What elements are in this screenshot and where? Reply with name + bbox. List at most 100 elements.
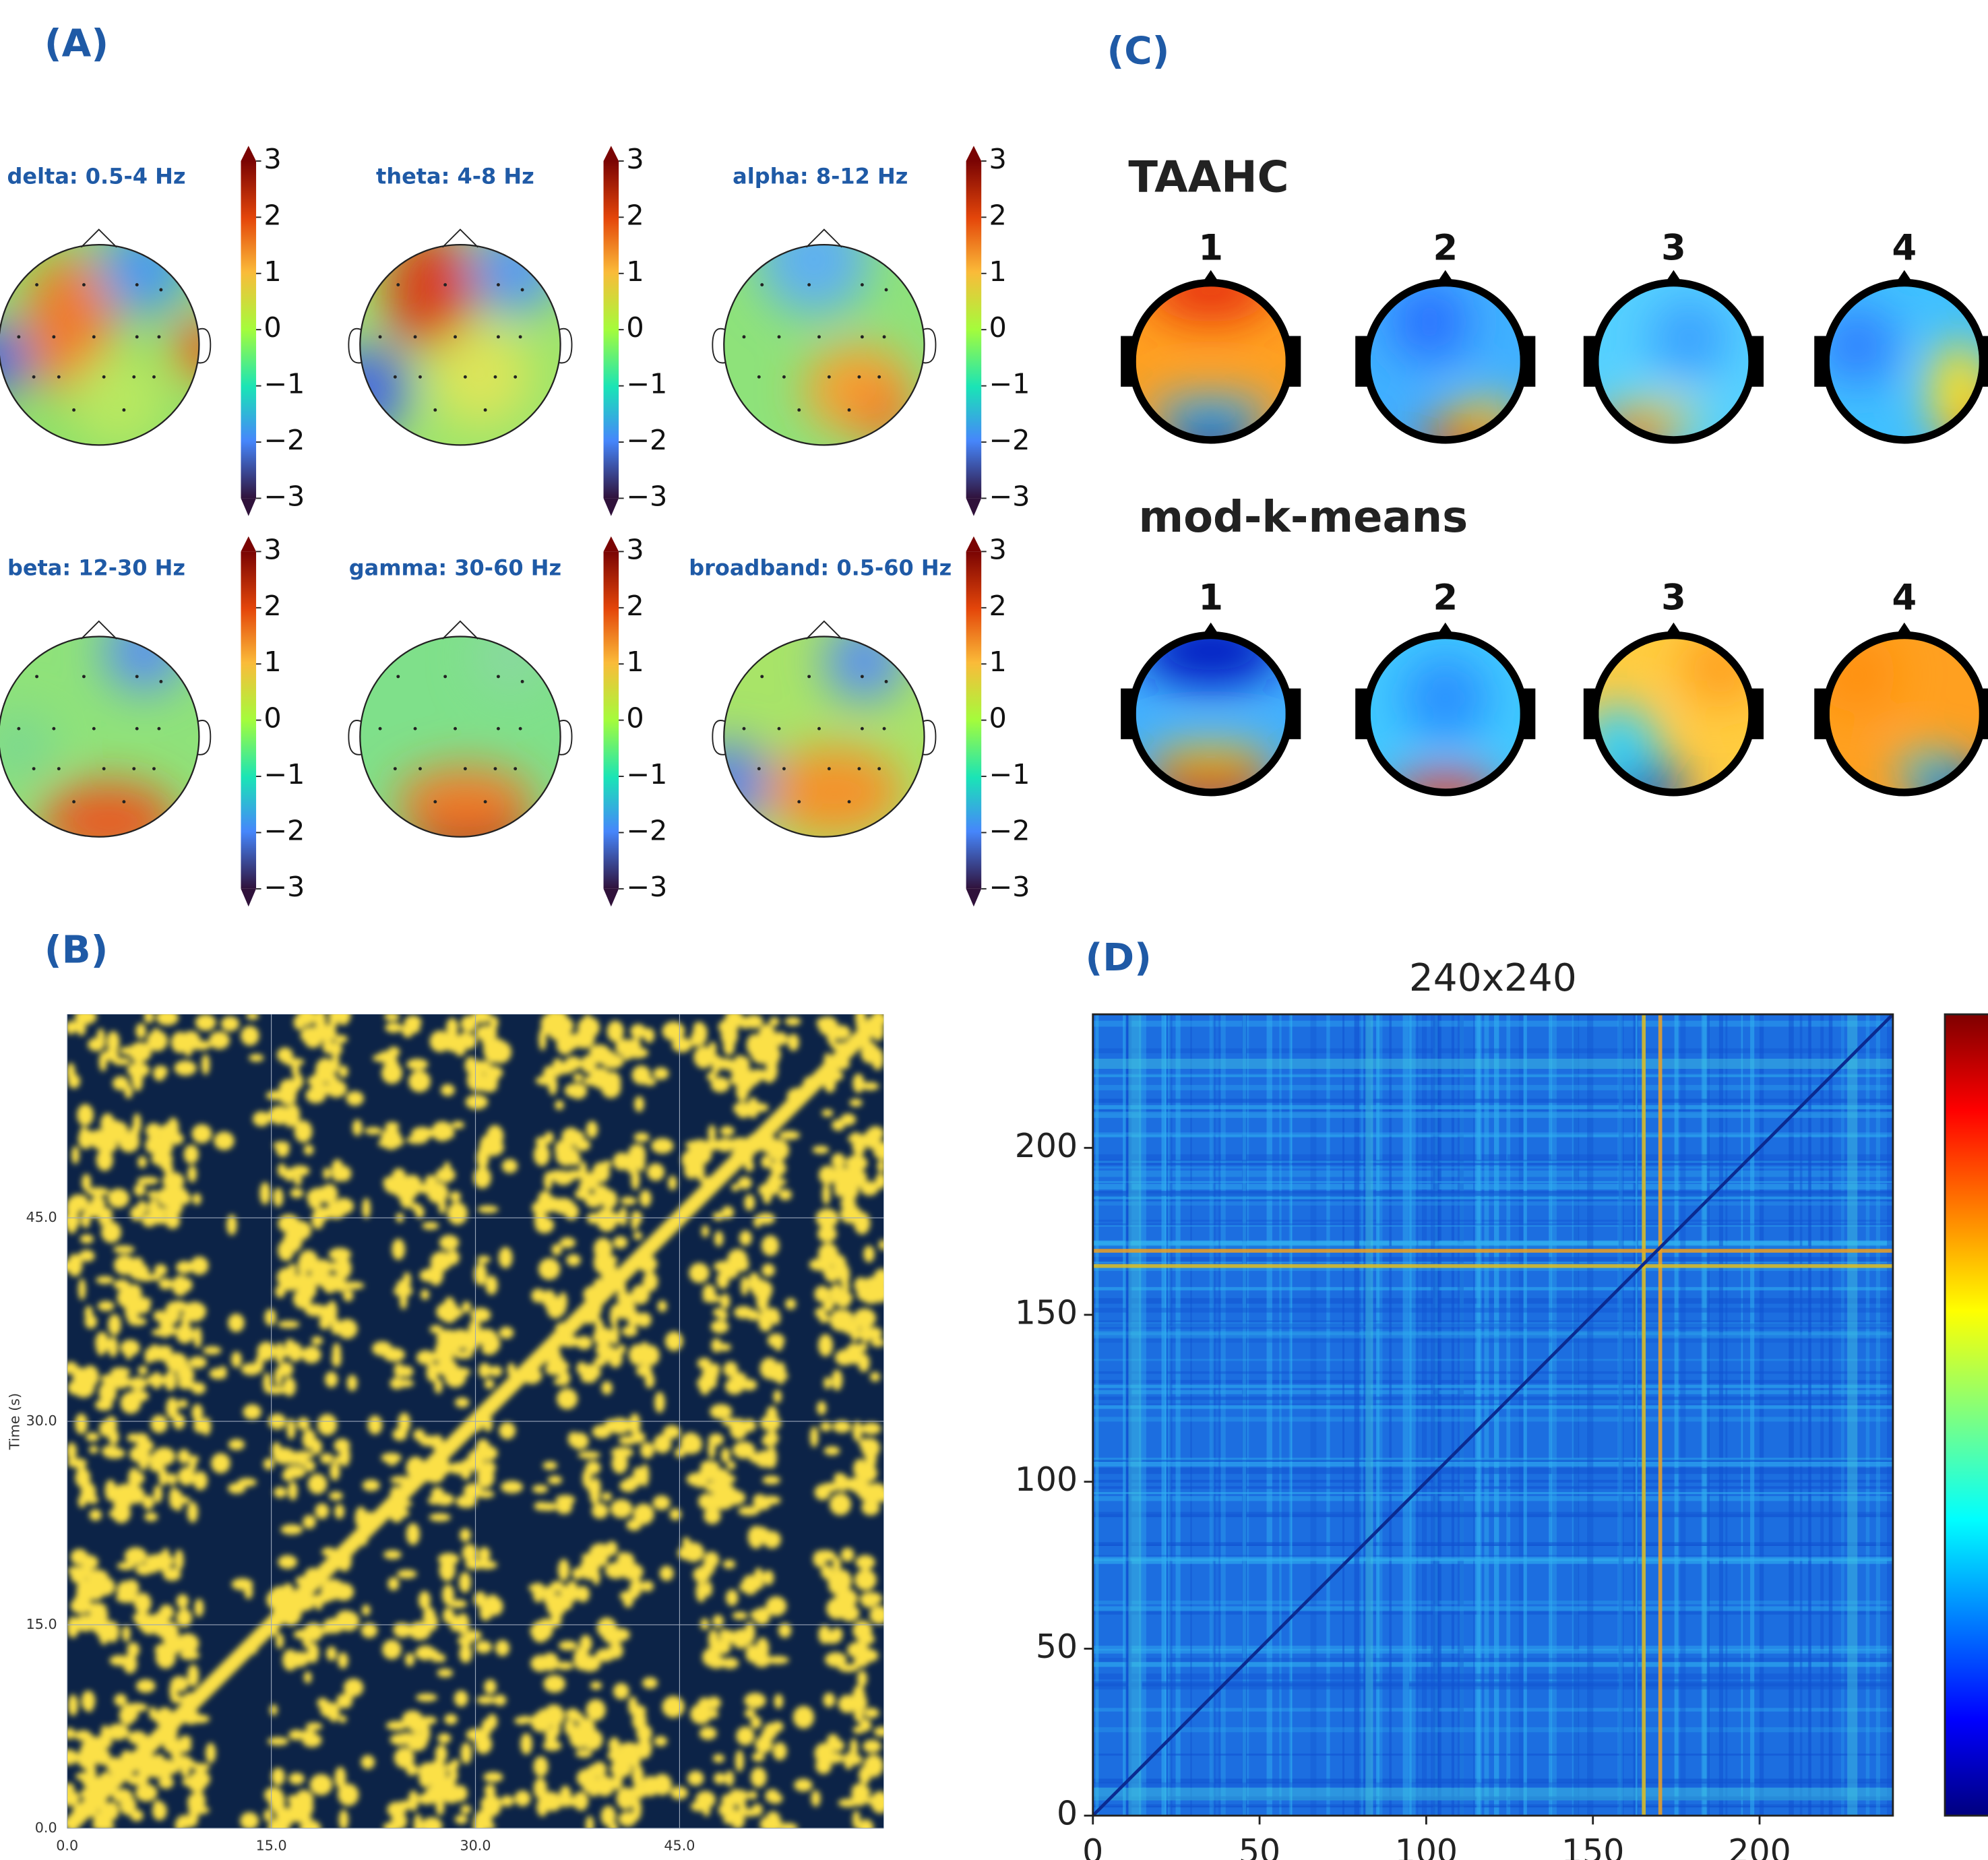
recurrence-blob bbox=[548, 1476, 563, 1485]
recurrence-blob bbox=[591, 1478, 601, 1496]
electrode bbox=[132, 767, 135, 770]
recurrence-blob bbox=[565, 1708, 580, 1720]
topomap-blob bbox=[764, 747, 904, 837]
recurrence-blob bbox=[613, 1236, 628, 1248]
stripe bbox=[1093, 1202, 1893, 1206]
recurrence-blob bbox=[594, 1357, 607, 1367]
recurrence-blob bbox=[693, 1567, 710, 1583]
recurrence-blob bbox=[768, 1793, 782, 1804]
recurrence-blob bbox=[872, 1049, 881, 1064]
recurrence-blob bbox=[778, 1623, 791, 1638]
colorbar-extend bbox=[241, 536, 256, 552]
colorbar-tick-label: 3 bbox=[263, 533, 281, 565]
electrode bbox=[743, 727, 746, 731]
recurrence-blob bbox=[487, 1594, 499, 1609]
recurrence-blob bbox=[421, 1817, 442, 1834]
recurrence-blob bbox=[228, 1439, 245, 1450]
recurrence-blob bbox=[169, 1301, 187, 1311]
stripe bbox=[1093, 1396, 1893, 1400]
recurrence-blob bbox=[288, 1481, 297, 1500]
recurrence-blob bbox=[651, 1138, 673, 1154]
stripe bbox=[1365, 1014, 1373, 1816]
recurrence-blob bbox=[825, 1652, 847, 1667]
recurrence-blob bbox=[697, 1377, 717, 1390]
recurrence-blob bbox=[760, 1358, 779, 1380]
recurrence-blob bbox=[201, 1417, 211, 1435]
stripe bbox=[1093, 1462, 1893, 1466]
recurrence-blob bbox=[852, 1785, 870, 1799]
recurrence-blob bbox=[533, 1756, 548, 1777]
recurrence-blob bbox=[619, 1591, 636, 1601]
colorbar-tick-label: 2 bbox=[626, 590, 644, 622]
electrode bbox=[418, 375, 422, 379]
recurrence-blob bbox=[621, 1197, 637, 1205]
electrode bbox=[135, 283, 139, 286]
recurrence-blob bbox=[725, 1010, 744, 1028]
recurrence-blob bbox=[864, 1708, 879, 1718]
recurrence-blob bbox=[762, 1182, 772, 1204]
recurrence-blob bbox=[297, 1278, 317, 1300]
y-tick-label: 100 bbox=[1015, 1460, 1078, 1499]
recurrence-blob bbox=[734, 1055, 745, 1070]
electrode bbox=[159, 288, 162, 292]
recurrence-blob bbox=[116, 1593, 138, 1603]
recurrence-blob bbox=[85, 1703, 93, 1712]
recurrence-blob bbox=[707, 1072, 716, 1082]
recurrence-blob bbox=[840, 1605, 859, 1621]
map-number: 1 bbox=[1198, 578, 1223, 619]
recurrence-blob bbox=[610, 1356, 621, 1364]
recurrence-blob bbox=[334, 1439, 350, 1453]
colorbar bbox=[604, 161, 619, 498]
recurrence-blob bbox=[778, 1189, 792, 1200]
recurrence-blob bbox=[334, 1035, 348, 1043]
recurrence-blob bbox=[640, 1190, 652, 1207]
recurrence-blob bbox=[830, 1493, 851, 1516]
recurrence-blob bbox=[100, 1725, 108, 1744]
recurrence-blob bbox=[557, 1499, 565, 1514]
recurrence-blob bbox=[411, 1127, 433, 1140]
recurrence-blob bbox=[489, 1366, 503, 1377]
topomap bbox=[712, 205, 935, 445]
recurrence-blob bbox=[182, 1777, 201, 1787]
recurrence-blob bbox=[726, 1461, 735, 1470]
recurrence-blob bbox=[240, 1812, 259, 1830]
recurrence-blob bbox=[602, 1492, 612, 1501]
colorbar-extend bbox=[604, 146, 619, 161]
colorbar-tick-label: −3 bbox=[626, 480, 667, 512]
recurrence-blob bbox=[734, 1306, 753, 1319]
recurrence-blob bbox=[586, 1461, 601, 1475]
colorbar-tick-label: 0 bbox=[989, 311, 1006, 344]
electrode bbox=[35, 675, 38, 678]
recurrence-blob bbox=[392, 1239, 405, 1260]
recurrence-blob bbox=[554, 1377, 565, 1385]
recurrence-blob bbox=[756, 1213, 775, 1224]
recurrence-blob bbox=[752, 1752, 765, 1762]
recurrence-blob bbox=[221, 1016, 239, 1032]
electrode bbox=[857, 767, 861, 770]
recurrence-blob bbox=[660, 1566, 674, 1581]
recurrence-blob bbox=[286, 1808, 301, 1822]
colorbar-tick-label: 1 bbox=[263, 255, 281, 288]
recurrence-blob bbox=[842, 1324, 860, 1335]
recurrence-blob bbox=[449, 1191, 461, 1202]
topomap-blob bbox=[104, 611, 184, 691]
recurrence-blob bbox=[708, 1125, 716, 1142]
recurrence-blob bbox=[249, 1054, 263, 1062]
electrode bbox=[514, 375, 517, 379]
recurrence-blob bbox=[555, 1100, 564, 1110]
colorbar-tick-label: 2 bbox=[989, 199, 1006, 231]
recurrence-blob bbox=[535, 1137, 548, 1146]
recurrence-blob bbox=[339, 1715, 347, 1723]
recurrence-blob bbox=[815, 1208, 838, 1228]
recurrence-blob bbox=[71, 1146, 80, 1165]
recurrence-blob bbox=[294, 1120, 313, 1142]
recurrence-blob bbox=[641, 1348, 652, 1367]
electrode bbox=[743, 335, 746, 338]
recurrence-blob bbox=[319, 1317, 330, 1330]
electrode bbox=[82, 675, 86, 678]
recurrence-blob bbox=[762, 1235, 779, 1256]
y-axis-label: Time (s) bbox=[7, 1393, 23, 1450]
recurrence-blob bbox=[811, 1790, 821, 1807]
stripe bbox=[1093, 1223, 1893, 1225]
recurrence-blob bbox=[739, 1231, 752, 1246]
